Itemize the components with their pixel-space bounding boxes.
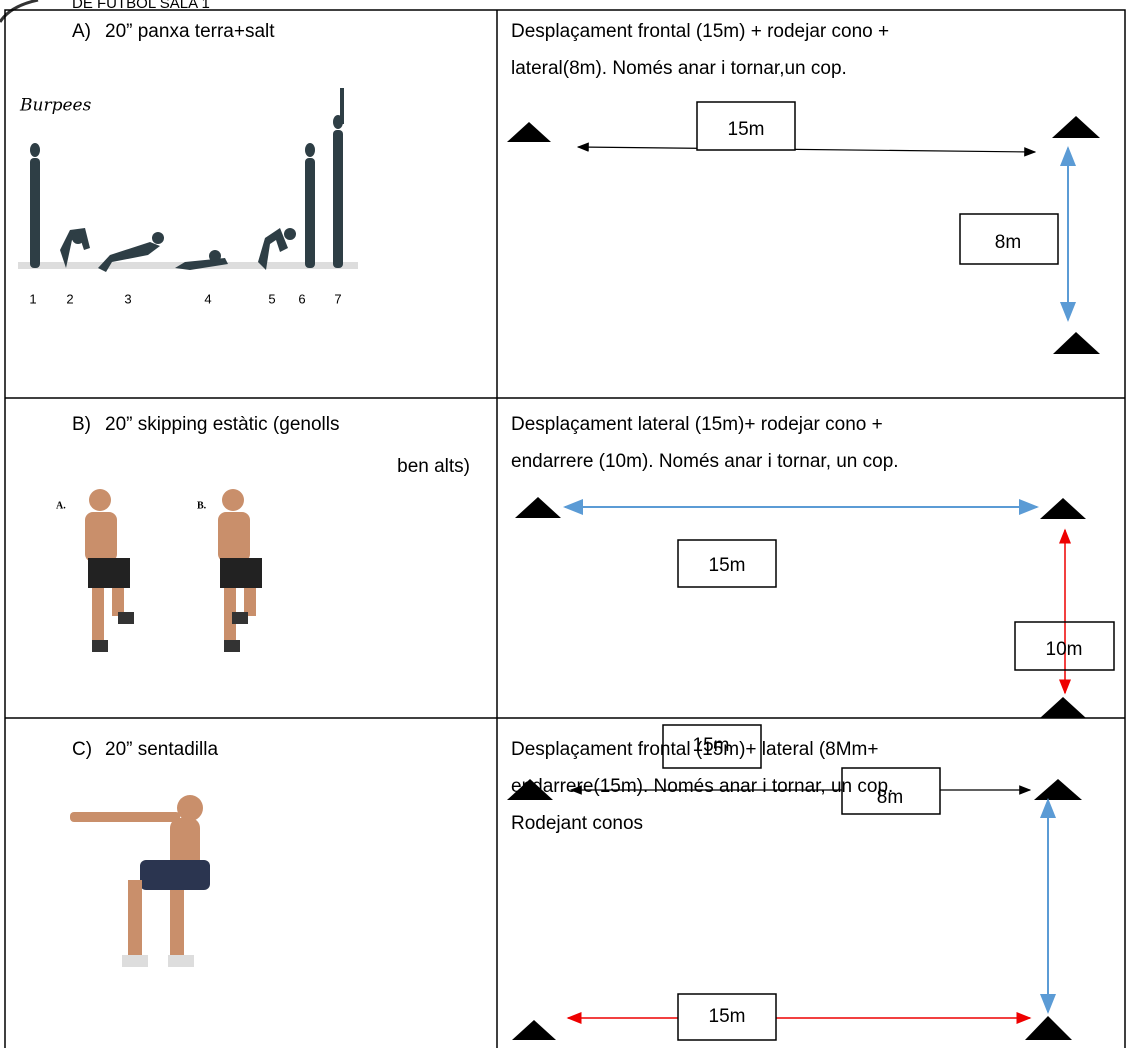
distance-label: 15m xyxy=(693,735,730,756)
description-line: Desplaçament lateral (15m)+ rodejar cono… xyxy=(511,414,883,435)
description-line: endarrere(15m). Només anar i tornar, un … xyxy=(511,776,893,797)
image-label: 1 xyxy=(29,291,36,306)
description-line: Desplaçament frontal (15m)+ lateral (8Mm… xyxy=(511,739,878,760)
diagram-b xyxy=(515,497,1115,718)
distance-label: 8m xyxy=(877,787,903,808)
description-line: endarrere (10m). Només anar i tornar, un… xyxy=(511,451,899,472)
exercise-text: 20” skipping estàtic (genolls xyxy=(105,414,339,435)
image-label: 7 xyxy=(334,291,341,306)
row-label: C) xyxy=(72,739,92,760)
image-label: B. xyxy=(197,500,207,511)
description-line: lateral(8m). Només anar i tornar,un cop. xyxy=(511,58,847,79)
burpees-image xyxy=(18,88,358,272)
table-grid xyxy=(4,9,1126,1048)
exercise-text: 20” sentadilla xyxy=(105,739,218,760)
image-label: 3 xyxy=(124,291,131,306)
image-label: 2 xyxy=(66,291,73,306)
distance-label: 10m xyxy=(1046,639,1083,660)
distance-label: 15m xyxy=(728,119,765,140)
distance-label: 15m xyxy=(709,555,746,576)
distance-label: 8m xyxy=(995,232,1021,253)
distance-label: 15m xyxy=(709,1006,746,1027)
image-label: 5 xyxy=(268,291,275,306)
image-label: A. xyxy=(56,500,66,511)
row-label: B) xyxy=(72,414,91,435)
image-label: 4 xyxy=(204,291,211,306)
exercise-text: ben alts) xyxy=(397,456,470,477)
squat-image xyxy=(70,795,210,967)
diagram-a xyxy=(507,101,1100,354)
image-title: Burpees xyxy=(19,96,92,116)
skipping-image xyxy=(85,489,262,652)
description-line: Desplaçament frontal (15m) + rodejar con… xyxy=(511,21,889,42)
image-label: 6 xyxy=(298,291,305,306)
row-label: A) xyxy=(72,21,91,42)
diagram-c xyxy=(507,724,1082,1041)
header-text: DE FUTBOL SALA 1 xyxy=(72,0,210,12)
exercise-text: 20” panxa terra+salt xyxy=(105,21,275,42)
logo-fragment xyxy=(0,0,39,23)
description-line: Rodejant conos xyxy=(511,813,643,834)
